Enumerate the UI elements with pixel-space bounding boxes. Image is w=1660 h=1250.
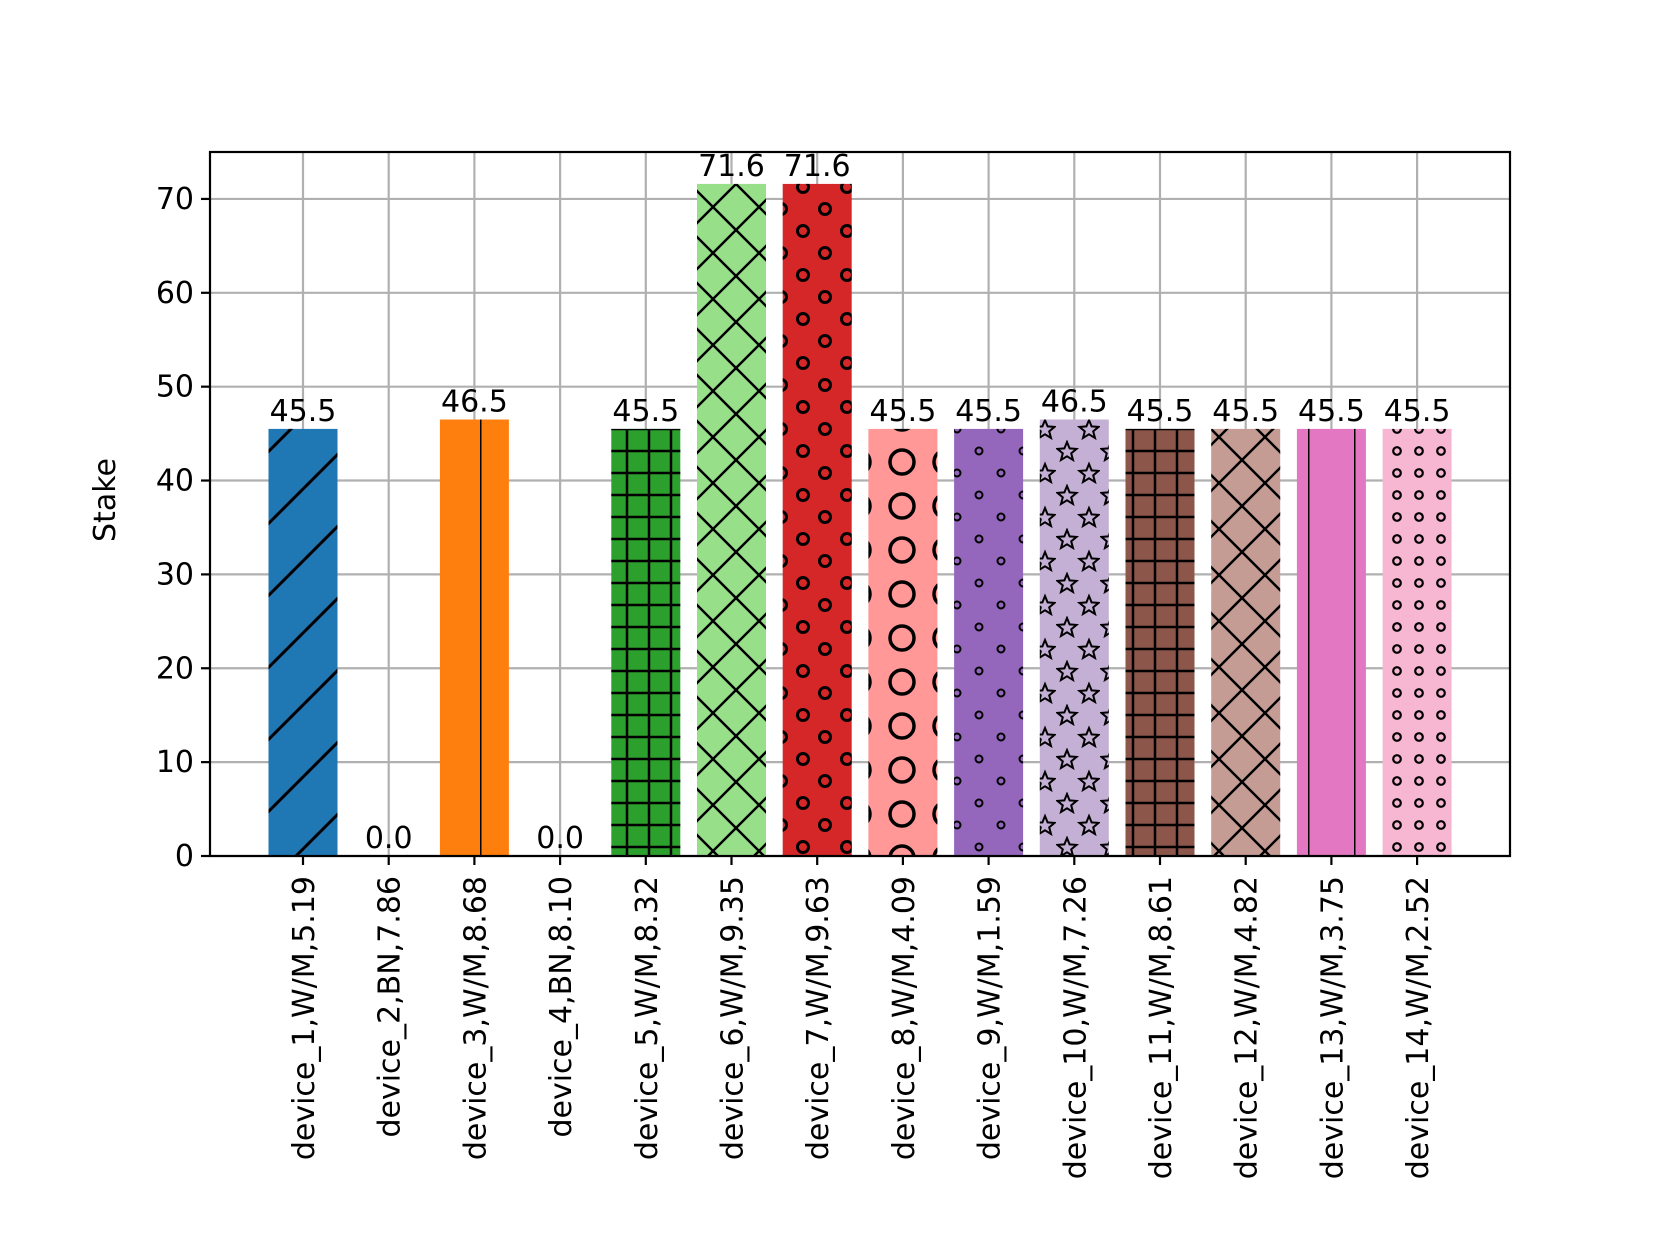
bar-value-label: 45.5 [1127,394,1194,429]
x-tick-label: device_10,W/M,7.26 [1058,876,1093,1179]
bar-hatch [782,183,852,856]
y-tick-label: 70 [156,182,194,217]
plot-frame [208,150,1512,858]
y-tick-label: 20 [156,651,194,686]
value-labels: 45.5 0.0 46.5 0.0 45.5 71.6 71.6 45.5 45.5 46.5 45… [270,149,1451,856]
bar-hatch [697,183,766,856]
bars [268,183,1452,856]
bar-hatch [1125,428,1195,856]
x-tick-label: device_2,BN,7.86 [373,876,408,1138]
x-tick-label: device_1,W/M,5.19 [287,876,322,1160]
x-tick-label: device_13,W/M,3.75 [1315,876,1350,1179]
x-tick-label: device_14,W/M,2.52 [1401,876,1436,1179]
bar-value-label: 45.5 [955,394,1022,429]
bar-hatch [439,419,509,856]
y-tick-label: 0 [175,839,194,874]
bar-hatch [1382,428,1452,856]
bar-hatch [868,428,938,856]
bar-hatch [1039,419,1109,856]
bar-value-label: 45.5 [870,394,937,429]
ticks: 0 10 20 30 40 50 60 70 device_1,W/M,5.19 device_2… [156,182,1436,1179]
bar-value-label: 45.5 [270,394,337,429]
y-axis-label: Stake [88,458,123,542]
x-tick-label: device_12,W/M,4.82 [1230,876,1265,1179]
y-tick-label: 30 [156,557,194,592]
bar-hatch [268,428,338,856]
axes-frame [208,150,1512,858]
bar-value-label: 45.5 [1384,394,1451,429]
y-tick-label: 50 [156,370,194,405]
x-tick-label: device_3,W/M,8.68 [458,876,493,1160]
bar-value-label: 45.5 [1298,394,1365,429]
bar-value-label: 0.0 [365,821,413,856]
bar-value-label: 45.5 [612,394,679,429]
bar-hatch [1211,428,1281,856]
x-tick-label: device_9,W/M,1.59 [973,876,1008,1160]
x-tick-label: device_8,W/M,4.09 [887,876,922,1160]
bar-value-label: 45.5 [1212,394,1279,429]
y-tick-label: 60 [156,276,194,311]
x-tick-label: device_11,W/M,8.61 [1144,876,1179,1179]
bar-hatch [1296,428,1366,856]
bar-value-label: 46.5 [1041,385,1108,420]
bar-hatch [954,428,1024,856]
y-tick-label: 10 [156,745,194,780]
bar-value-label: 46.5 [441,385,508,420]
bar-value-label: 71.6 [698,149,765,184]
bar-value-label: 71.6 [784,149,851,184]
x-tick-label: device_7,W/M,9.63 [801,876,836,1160]
x-tick-label: device_5,W/M,8.32 [630,876,665,1160]
bar-hatch [611,428,681,856]
y-tick-label: 40 [156,464,194,499]
bar-value-label: 0.0 [536,821,584,856]
x-tick-label: device_6,W/M,9.35 [716,876,751,1160]
x-tick-label: device_4,BN,8.10 [544,876,579,1138]
